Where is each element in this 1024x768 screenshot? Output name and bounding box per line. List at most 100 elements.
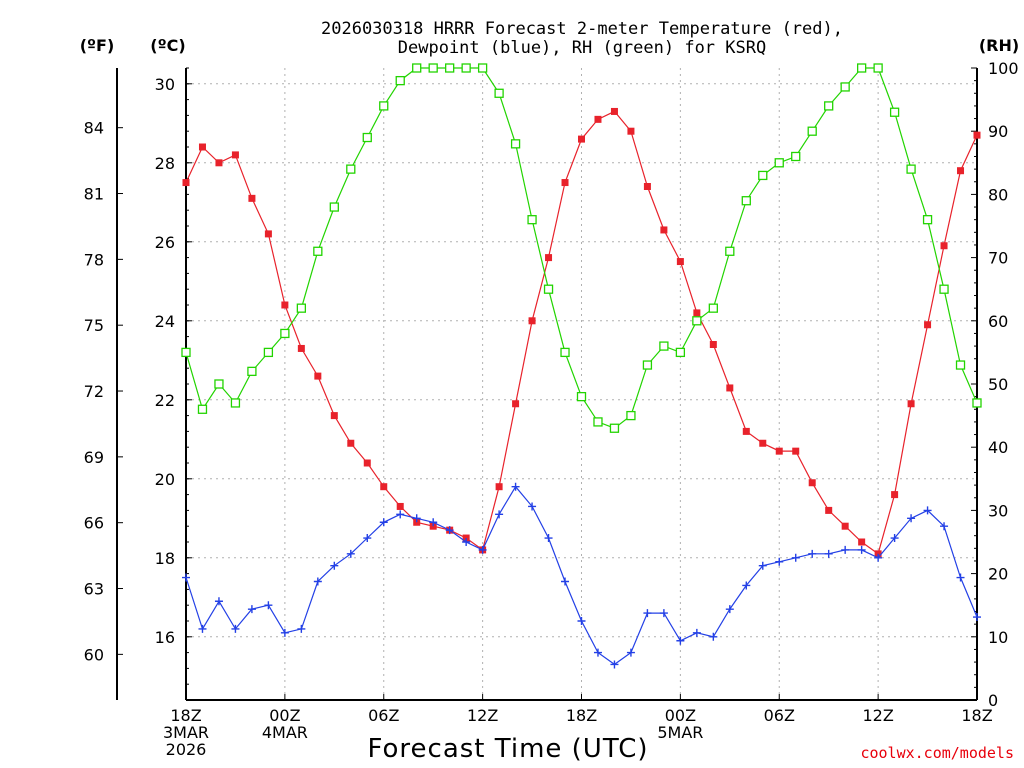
dewpoint-point [742,581,751,590]
celsius-tick-label: 28 [155,154,175,173]
dewpoint-point [478,545,487,554]
celsius-unit-label: (ºC) [150,36,185,55]
rh-point [445,63,455,73]
temperature-point [627,127,635,135]
dewpoint-point [264,601,273,610]
rh-point [692,316,702,326]
temperature-point [693,309,701,317]
temperature-point [347,439,355,447]
fahrenheit-tick-label: 60 [84,645,104,664]
rh-point [346,164,356,174]
fahrenheit-tick-label: 75 [84,316,104,335]
dewpoint-point [907,514,916,523]
dewpoint-point [857,545,866,554]
dewpoint-point [363,534,372,543]
dewpoint-point [544,534,553,543]
dewpoint-point [495,510,504,519]
dewpoint-point [824,549,833,558]
temperature-point [512,400,520,408]
temperature-point [660,226,668,234]
rh-tick-label: 60 [988,312,1008,331]
dewpoint-point [346,549,355,558]
rh-tick-label: 30 [988,501,1008,520]
temperature-point [578,135,585,143]
fahrenheit-tick-label: 72 [84,382,104,401]
dewpoint-point [198,624,207,633]
temperature-point [726,384,734,392]
temperature-point [528,317,536,325]
dewpoint-point [725,605,734,614]
dewpoint-point [511,482,520,491]
x-tick-label: 5MAR [657,723,703,742]
dewpoint-point [791,553,800,562]
rh-point [939,284,949,294]
rh-unit-label: (RH) [979,36,1019,55]
chart-title-line-1: 2026030318 HRRR Forecast 2-meter Tempera… [321,19,843,39]
temperature-point [940,242,948,250]
temperature-point [709,341,717,348]
temperature-point [891,491,899,499]
rh-point [741,196,751,206]
rh-point [494,88,504,98]
temperature-point [182,179,190,187]
dewpoint-point [429,518,438,527]
rh-point [593,417,603,427]
rh-point [889,107,900,117]
x-tick-label: 18Z [961,706,992,725]
rh-point [395,75,405,86]
rh-point [181,347,191,358]
temperature-point [742,427,750,435]
x-tick-label: 00Z [269,706,300,725]
dewpoint-point [280,628,289,637]
rh-tick-label: 40 [988,438,1008,457]
dewpoint-point [890,534,899,543]
rh-point [247,366,257,377]
x-tick-label: 06Z [368,706,399,725]
rh-point [659,341,669,351]
fahrenheit-tick-label: 81 [84,185,104,204]
temperature-point [841,522,849,530]
temperature-point [610,107,618,115]
rh-point [477,63,488,73]
x-tick-label: 18Z [566,706,597,725]
celsius-tick-label: 30 [155,75,175,94]
rh-tick-label: 50 [988,375,1008,394]
x-tick-label: 18Z [170,706,201,725]
dewpoint-point [577,617,586,625]
rh-point [840,82,850,92]
rh-point [197,404,208,414]
rh-point [576,391,587,402]
dewpoint-point [775,557,784,566]
dewpoint-point [643,609,652,618]
x-tick-label: 4MAR [262,723,308,742]
rh-tick-label: 80 [988,185,1008,204]
dewpoint-point [709,632,718,641]
dewpoint-point [659,609,668,618]
temperature-point [281,301,289,309]
x-axis-title: Forecast Time (UTC) [367,734,648,764]
x-tick-label: 06Z [764,706,795,725]
rh-point [543,284,554,294]
temperature-point [825,506,833,514]
temperature-point [297,344,305,352]
rh-point [412,63,422,73]
rh-point [214,379,224,389]
rh-point [461,63,471,73]
dewpoint-point [808,549,817,558]
rh-point [824,101,834,111]
temperature-point [924,321,932,329]
rh-point [922,215,933,225]
dewpoint-point [528,502,537,511]
temperature-point [330,412,338,420]
rh-point [708,303,718,313]
temperature-point [396,502,404,510]
rh-point [807,126,817,136]
temperature-point [495,483,503,491]
dewpoint-point [956,573,965,582]
rh-point [642,360,653,370]
dewpoint-point [412,514,421,523]
dewpoint-point [626,648,635,657]
dewpoint-point [874,553,883,562]
temperature-point [380,483,388,491]
rh-tick-label: 90 [988,122,1008,141]
